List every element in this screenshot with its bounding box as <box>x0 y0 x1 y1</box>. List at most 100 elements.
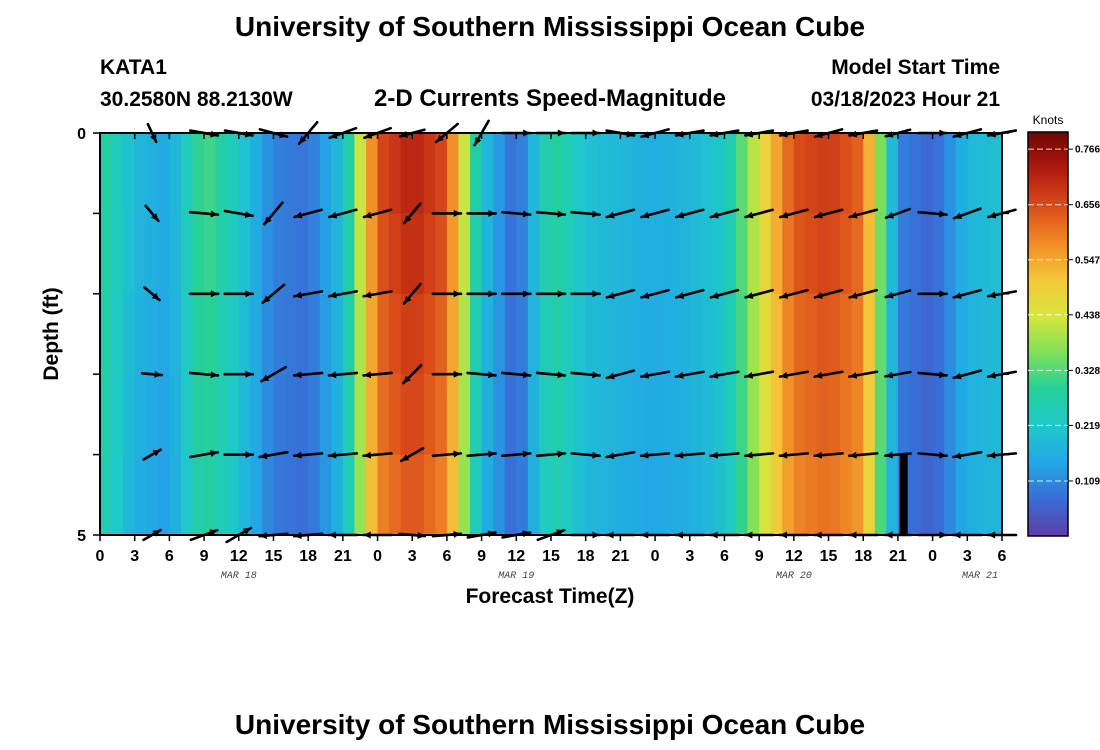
heatmap-cell <box>180 213 194 295</box>
heatmap-cell <box>365 213 379 295</box>
heatmap-cell <box>342 213 356 295</box>
x-tick-label: 3 <box>685 548 694 565</box>
heatmap-cell <box>493 293 506 375</box>
y-axis-ticks: 05 <box>77 126 1009 545</box>
current-vectors <box>140 119 1018 544</box>
heatmap-cell <box>631 374 645 456</box>
heatmap-cell <box>516 374 529 456</box>
heatmap-cell <box>400 374 413 456</box>
heatmap-cell <box>308 213 321 295</box>
heatmap-cell <box>111 454 124 536</box>
current-vector <box>570 210 601 218</box>
heatmap-cell <box>874 374 887 456</box>
current-vector <box>535 450 567 458</box>
y-tick-label: 0 <box>77 126 86 143</box>
heatmap-cell <box>354 133 367 214</box>
heatmap-cell <box>423 374 436 456</box>
heatmap-cell <box>285 374 298 456</box>
heatmap-cell <box>874 454 887 536</box>
heatmap-cell <box>377 293 390 375</box>
current-vector <box>144 204 160 223</box>
heatmap-cell <box>527 293 541 375</box>
heatmap-cell <box>886 454 899 536</box>
current-vector <box>917 210 948 218</box>
heatmap-cell <box>944 213 957 295</box>
heatmap-cell <box>944 374 957 456</box>
heatmap-cell <box>169 213 182 295</box>
colorbar-tick-label: 0.328 <box>1075 366 1100 377</box>
heatmap-cell <box>238 133 251 214</box>
current-vector <box>709 208 740 219</box>
colorbar-tick-label: 0.656 <box>1075 200 1100 211</box>
heatmap-cell <box>111 293 124 375</box>
heatmap-cell <box>215 293 228 375</box>
heatmap-cell <box>944 133 957 214</box>
current-vector <box>223 290 255 298</box>
x-tick-label: 6 <box>998 548 1007 565</box>
current-vector <box>431 450 463 458</box>
heatmap-cell <box>631 133 645 214</box>
heatmap-cell <box>955 213 968 295</box>
heatmap-cell <box>319 374 332 456</box>
heatmap-cell <box>712 133 726 214</box>
heatmap-cell <box>180 374 194 456</box>
heatmap-cell <box>134 133 147 214</box>
current-vector <box>952 288 983 299</box>
heatmap-cell <box>539 213 552 295</box>
heatmap-cell <box>678 454 691 536</box>
heatmap-cell <box>250 133 263 214</box>
heatmap-cell <box>712 454 726 536</box>
x-tick-label: 21 <box>611 548 629 565</box>
heatmap-cell <box>574 133 587 214</box>
heatmap-cell <box>342 133 356 214</box>
heatmap-cell <box>412 454 425 536</box>
heatmap-cell <box>365 293 379 375</box>
heatmap-cell <box>319 454 332 536</box>
heatmap-cell <box>620 374 633 456</box>
heatmap-cell <box>620 454 633 536</box>
heatmap-cell <box>921 454 934 536</box>
heatmap-cell <box>643 213 656 295</box>
heatmap-cell <box>828 454 841 536</box>
heatmap-cell <box>816 454 830 536</box>
heatmap-cell <box>423 133 436 214</box>
heatmap-cell <box>701 454 714 536</box>
heatmap-cell <box>354 213 367 295</box>
x-tick-label: 15 <box>265 548 283 565</box>
heatmap-cell <box>631 454 645 536</box>
current-vector <box>847 451 879 459</box>
heatmap-cell <box>377 213 390 295</box>
heatmap-cell <box>111 374 124 456</box>
heatmap-cell <box>631 293 645 375</box>
heatmap-cell <box>932 133 945 214</box>
heatmap-cell <box>516 133 529 214</box>
heatmap-cell <box>412 213 425 295</box>
current-vector <box>884 289 912 299</box>
current-vector <box>884 207 912 220</box>
heatmap-cell <box>643 293 656 375</box>
heatmap-cell <box>921 293 934 375</box>
current-vector <box>466 209 497 217</box>
heatmap-cell <box>990 454 1003 536</box>
heatmap-cell <box>180 133 194 214</box>
current-vector <box>674 451 706 459</box>
heatmap-cell <box>157 213 170 295</box>
current-vector <box>327 451 359 459</box>
heatmap-cell <box>342 293 356 375</box>
heatmap-cell <box>655 213 668 295</box>
heatmap-cell <box>516 293 529 375</box>
current-vector <box>143 286 161 302</box>
heatmap-cell <box>296 454 309 536</box>
heatmap-cell <box>539 374 552 456</box>
heatmap-cell <box>782 293 795 375</box>
current-vector <box>884 370 912 379</box>
heatmap-cell <box>169 454 182 536</box>
heatmap-cell <box>736 213 749 295</box>
current-vector <box>188 371 220 379</box>
heatmap-cell <box>736 454 749 536</box>
heatmap-cell <box>250 374 263 456</box>
x-axis-label: Forecast Time(Z) <box>466 585 635 608</box>
current-vector <box>709 370 740 379</box>
heatmap-cell <box>805 293 818 375</box>
